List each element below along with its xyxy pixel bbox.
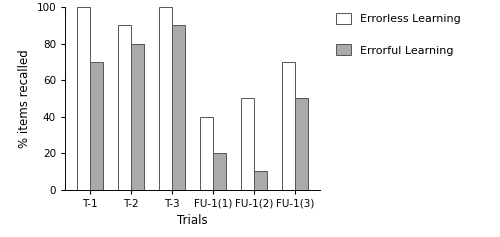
Bar	[241, 98, 254, 190]
Bar	[76, 7, 90, 190]
Bar	[296, 98, 308, 190]
X-axis label: Trials: Trials	[177, 214, 208, 227]
Bar	[172, 25, 185, 190]
Bar	[118, 25, 131, 190]
Bar	[254, 171, 268, 190]
Bar	[282, 62, 296, 190]
Bar	[213, 153, 226, 190]
Legend: Errorless Learning, Errorful Learning: Errorless Learning, Errorful Learning	[336, 13, 461, 55]
Bar	[159, 7, 172, 190]
Bar	[200, 117, 213, 190]
Bar	[131, 44, 144, 190]
Y-axis label: % items recalled: % items recalled	[18, 49, 31, 148]
Bar	[90, 62, 103, 190]
